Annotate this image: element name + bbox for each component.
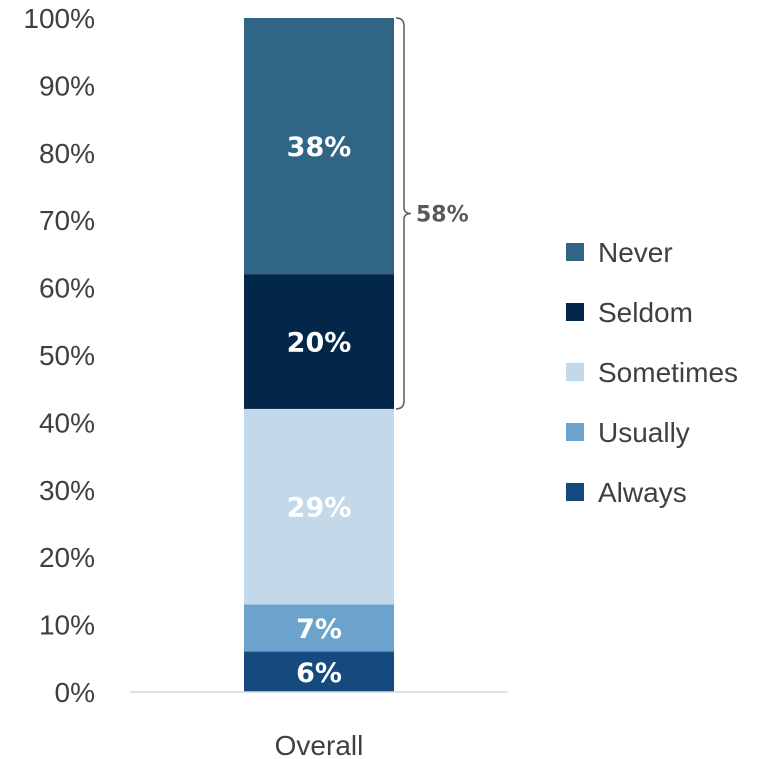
legend-swatch-always <box>566 483 584 501</box>
bar-segment-seldom <box>244 274 394 409</box>
legend: Never Seldom Sometimes Usually Always <box>566 237 738 508</box>
y-tick-label: 30% <box>39 475 95 506</box>
legend-swatch-usually <box>566 423 584 441</box>
y-tick-label: 90% <box>39 70 95 101</box>
bracket-annotation: 58% <box>395 17 469 410</box>
y-tick-label: 100% <box>23 3 95 34</box>
legend-label-always: Always <box>598 477 687 508</box>
data-label-usually: 7% <box>296 614 342 645</box>
data-label-always: 6% <box>296 658 342 689</box>
y-tick-label: 60% <box>39 273 95 304</box>
legend-label-never: Never <box>598 237 673 268</box>
legend-label-sometimes: Sometimes <box>598 357 738 388</box>
data-label-never: 38% <box>287 132 352 163</box>
y-tick-label: 40% <box>39 407 95 438</box>
bar-segment-usually <box>244 604 394 652</box>
data-label-seldom: 20% <box>287 328 352 359</box>
y-tick-label: 20% <box>39 542 95 573</box>
plot-area: 6% 7% 29% 20% 38% <box>244 18 394 692</box>
data-label-sometimes: 29% <box>287 493 352 524</box>
bar-segment-always <box>244 651 394 692</box>
y-tick-label: 10% <box>39 610 95 641</box>
legend-swatch-never <box>566 243 584 261</box>
bar-segment-never <box>244 18 394 275</box>
bracket-line <box>395 17 412 410</box>
bracket-label: 58% <box>416 202 469 227</box>
y-axis: 0% 10% 20% 30% 40% 50% 60% 70% 80% 90% 100% <box>23 3 95 708</box>
x-category-label: Overall <box>275 730 364 759</box>
y-tick-label: 70% <box>39 205 95 236</box>
bar-segment-sometimes <box>244 408 394 605</box>
y-tick-label: 0% <box>55 677 95 708</box>
legend-label-usually: Usually <box>598 417 690 448</box>
legend-swatch-seldom <box>566 303 584 321</box>
legend-swatch-sometimes <box>566 363 584 381</box>
y-tick-label: 80% <box>39 138 95 169</box>
y-tick-label: 50% <box>39 340 95 371</box>
x-axis: Overall <box>130 691 508 759</box>
legend-label-seldom: Seldom <box>598 297 693 328</box>
